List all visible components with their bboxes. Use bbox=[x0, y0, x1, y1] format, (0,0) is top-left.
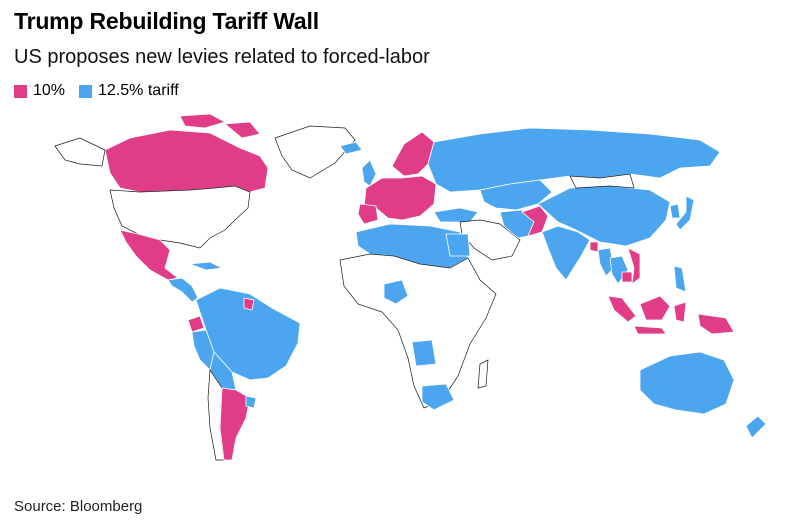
legend-item-10: 10% bbox=[14, 82, 65, 100]
region-iberia bbox=[357, 203, 379, 225]
region-bangladesh bbox=[589, 241, 599, 253]
legend-label-10: 10% bbox=[33, 82, 66, 99]
region-angola bbox=[411, 339, 437, 367]
region-sulawesi bbox=[673, 301, 687, 323]
region-borneo bbox=[639, 295, 671, 321]
region-japan bbox=[675, 195, 695, 231]
region-java bbox=[633, 325, 667, 335]
region-myanmar bbox=[597, 247, 615, 277]
region-egypt bbox=[445, 233, 471, 257]
region-papua bbox=[697, 313, 735, 335]
region-mongolia bbox=[569, 173, 635, 189]
region-mexico bbox=[119, 229, 179, 281]
legend-swatch-12-5 bbox=[79, 84, 93, 98]
region-uruguay bbox=[245, 395, 257, 409]
region-madagascar bbox=[477, 359, 489, 389]
legend: 10% 12.5% tariff bbox=[14, 82, 193, 100]
region-alaska bbox=[54, 137, 106, 167]
region-uk bbox=[361, 159, 377, 187]
region-india bbox=[541, 225, 591, 281]
legend-swatch-10 bbox=[14, 84, 27, 98]
region-korea bbox=[669, 203, 681, 219]
region-cambodia bbox=[621, 271, 633, 283]
region-ecuador bbox=[187, 315, 205, 333]
chart-title: Trump Rebuilding Tariff Wall bbox=[14, 8, 319, 34]
region-argentina bbox=[219, 387, 251, 461]
region-central-america bbox=[167, 277, 199, 303]
region-cuba bbox=[189, 261, 224, 271]
region-canada bbox=[104, 129, 269, 193]
chart-subtitle: US proposes new levies related to forced… bbox=[14, 46, 430, 68]
region-turkey bbox=[433, 207, 479, 223]
region-usa bbox=[109, 185, 251, 249]
world-map bbox=[54, 113, 767, 461]
legend-item-12-5: 12.5% tariff bbox=[79, 82, 179, 100]
region-philippines bbox=[673, 265, 687, 293]
region-nigeria bbox=[383, 279, 409, 305]
region-sumatra bbox=[607, 295, 637, 323]
region-guyana bbox=[243, 297, 255, 311]
region-south-africa bbox=[421, 383, 455, 411]
region-new-zealand bbox=[745, 415, 767, 439]
legend-label-12-5: 12.5% tariff bbox=[98, 82, 179, 99]
region-africa bbox=[339, 253, 497, 409]
region-vietnam bbox=[627, 247, 641, 285]
region-canada-islands bbox=[179, 113, 261, 139]
source-note: Source: Bloomberg bbox=[14, 498, 143, 515]
region-russia bbox=[427, 127, 721, 193]
region-greenland bbox=[274, 125, 356, 179]
region-australia bbox=[639, 351, 735, 415]
region-iceland bbox=[339, 141, 363, 155]
region-scandinavia bbox=[391, 131, 435, 177]
